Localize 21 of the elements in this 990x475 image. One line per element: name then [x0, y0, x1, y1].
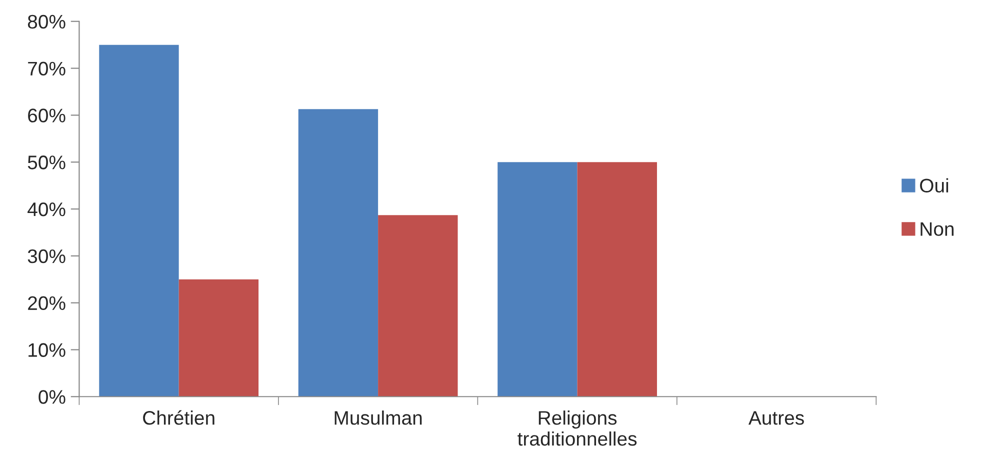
bar: [378, 215, 458, 397]
x-tick-label: Chrétien: [143, 410, 214, 425]
legend-label: Non: [920, 222, 954, 236]
y-tick-label: 50%: [28, 156, 66, 170]
y-tick-label: 30%: [28, 249, 66, 264]
y-tick-label: 10%: [28, 343, 66, 357]
y-tick-label: 80%: [28, 14, 66, 29]
y-tick-label: 70%: [28, 62, 66, 76]
y-tick-label: 0%: [38, 390, 66, 404]
bar: [99, 44, 179, 397]
y-tick-label: 20%: [28, 296, 66, 310]
y-tick-label: 40%: [28, 202, 66, 216]
bar: [298, 109, 378, 397]
bar: [498, 162, 578, 397]
x-tick-label: Religions traditionnelles: [518, 410, 637, 446]
x-tick-label: Autres: [748, 411, 804, 425]
bar: [178, 279, 259, 397]
legend-label: Oui: [920, 178, 948, 193]
y-tick-label: 60%: [28, 108, 66, 122]
bar: [577, 162, 657, 397]
x-tick-label: Musulman: [334, 410, 422, 425]
